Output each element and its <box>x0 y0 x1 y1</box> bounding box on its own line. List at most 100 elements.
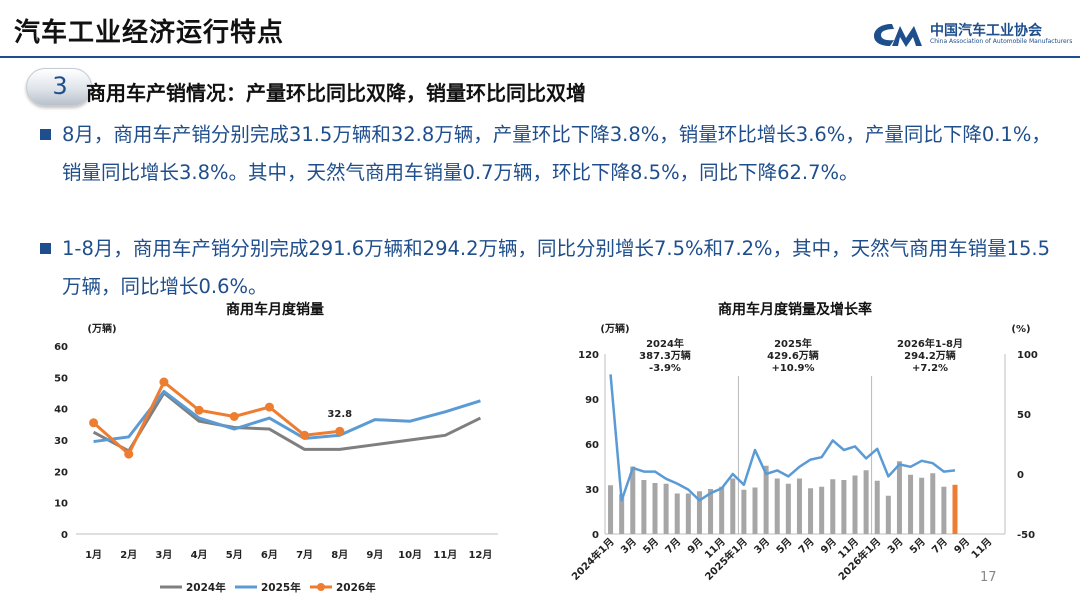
sales-bar <box>896 461 902 534</box>
legend-label: 2026年 <box>336 581 376 594</box>
x-tick-label: 3月 <box>618 536 638 556</box>
sales-bar <box>663 483 669 534</box>
section-number: 3 <box>52 72 68 100</box>
sales-bar <box>608 485 614 534</box>
data-point <box>194 405 204 415</box>
sales-bar <box>819 486 825 534</box>
annotation-text: -3.9% <box>649 363 681 374</box>
sales-bar <box>741 489 747 534</box>
y-tick-label-left: 60 <box>585 440 599 451</box>
section-title: 商用车产销情况：产量环比同比双降，销量环比同比双增 <box>86 81 586 105</box>
y-tick-label-right: 100 <box>1017 350 1038 361</box>
title-bar: 汽车工业经济运行特点 中国汽车工业协会 China Association of… <box>0 0 1080 58</box>
y-axis-unit: (万辆) <box>87 322 116 335</box>
sales-bar <box>641 480 647 534</box>
logo-text-en: China Association of Automobile Manufact… <box>930 38 1073 45</box>
logo-text-cn: 中国汽车工业协会 <box>930 23 1042 39</box>
y-tick-label: 10 <box>54 499 68 510</box>
sales-bar <box>674 493 680 534</box>
y-tick-label: 20 <box>54 467 68 478</box>
x-tick-label: 7月 <box>296 549 313 561</box>
sales-bar <box>796 478 802 534</box>
x-tick-label: 7月 <box>796 536 816 556</box>
caam-logo-icon <box>874 24 922 47</box>
sales-bar <box>908 474 914 534</box>
series-line <box>92 380 340 456</box>
data-point <box>89 418 99 428</box>
annotation-text: 387.3万辆 <box>639 349 691 362</box>
x-tick-label: 8月 <box>331 549 348 561</box>
x-tick-label: 5月 <box>907 536 927 556</box>
annotation-text: +10.9% <box>771 363 814 374</box>
data-point <box>124 449 134 459</box>
legend-label: 2024年 <box>186 581 226 594</box>
sales-bar <box>752 487 758 534</box>
x-tick-label: 3月 <box>752 536 772 556</box>
sales-bar <box>874 480 880 534</box>
sales-bar <box>696 491 702 534</box>
chart-title: 商用车月度销量 <box>226 301 324 318</box>
x-tick-label: 2月 <box>120 549 137 561</box>
data-point <box>335 426 345 436</box>
x-tick-label: 4月 <box>191 549 208 561</box>
x-tick-label: 7月 <box>930 536 950 556</box>
sales-bar <box>930 473 936 534</box>
y-tick-label-left: 120 <box>578 350 599 361</box>
bullet-text-jan-aug: 1-8月，商用车产销分别完成291.6万辆和294.2万辆，同比分别增长7.5%… <box>62 237 1050 298</box>
sales-bar <box>841 480 847 534</box>
sales-bar <box>619 494 625 534</box>
x-tick-label: 6月 <box>261 549 278 561</box>
x-tick-label: 11月 <box>969 536 994 561</box>
legend-label: 2025年 <box>261 581 301 594</box>
page-number: 17 <box>980 570 997 585</box>
y-tick-label-right: -50 <box>1017 530 1035 541</box>
sales-bar <box>808 488 814 534</box>
monthly-sales-line-chart: 商用车月度销量 (万辆) 0 10 20 30 40 50 60 1月 2月 3月 4月 5月 6月 7月 8月… <box>40 296 510 604</box>
sales-bar <box>719 486 725 534</box>
annotation-text: 294.2万辆 <box>904 349 956 362</box>
sales-bar <box>652 483 658 534</box>
sales-bar <box>863 470 869 534</box>
sales-bar <box>941 486 947 534</box>
x-tick-label: 9月 <box>366 549 383 561</box>
y-tick-label: 0 <box>61 530 68 541</box>
sales-bar <box>830 479 836 534</box>
data-point <box>300 430 310 440</box>
x-tick-label: 5月 <box>774 536 794 556</box>
x-tick-label: 3月 <box>155 549 172 561</box>
monthly-sales-line-chart-svg: 商用车月度销量 (万辆) 0 10 20 30 40 50 60 1月 2月 3月 4月 5月 6月 7月 8月… <box>54 301 498 594</box>
x-tick-label: 10月 <box>398 549 422 561</box>
sales-bar <box>885 495 891 534</box>
y-tick-label-right: 0 <box>1017 470 1024 481</box>
bullet-square-icon <box>40 129 51 140</box>
y-tick-label: 60 <box>54 342 68 353</box>
x-tick-label: 1月 <box>85 549 102 561</box>
x-tick-label: 5月 <box>641 536 661 556</box>
y-tick-label-left: 0 <box>592 530 599 541</box>
y-axis-unit-left: (万辆) <box>600 322 629 335</box>
data-label: 32.8 <box>327 409 352 420</box>
sales-bar <box>919 477 925 534</box>
x-tick-label: 3月 <box>885 536 905 556</box>
x-tick-label: 11月 <box>433 549 457 561</box>
y-tick-label-left: 30 <box>585 485 599 496</box>
y-tick-label: 50 <box>54 373 68 384</box>
sales-bar <box>730 478 736 534</box>
caam-logo: 中国汽车工业协会 China Association of Automobile… <box>872 18 1072 50</box>
sales-bar <box>685 493 691 534</box>
growth-rate-line <box>609 374 956 502</box>
data-point <box>229 412 239 421</box>
annotation-text: 2026年1-8月 <box>897 337 963 350</box>
section-number-badge: 3 <box>26 68 92 106</box>
legend-marker <box>317 583 325 591</box>
sales-bar <box>852 475 858 534</box>
y-tick-label: 40 <box>54 405 68 416</box>
page-title: 汽车工业经济运行特点 <box>14 18 285 48</box>
series-line <box>92 391 482 453</box>
x-tick-label: 7月 <box>663 536 683 556</box>
title-divider <box>0 56 1080 58</box>
series-line <box>93 389 481 444</box>
sales-bar <box>708 489 714 534</box>
section-heading: 3 商用车产销情况：产量环比同比双降，销量环比同比双增 <box>26 68 1066 108</box>
data-point <box>159 377 169 387</box>
